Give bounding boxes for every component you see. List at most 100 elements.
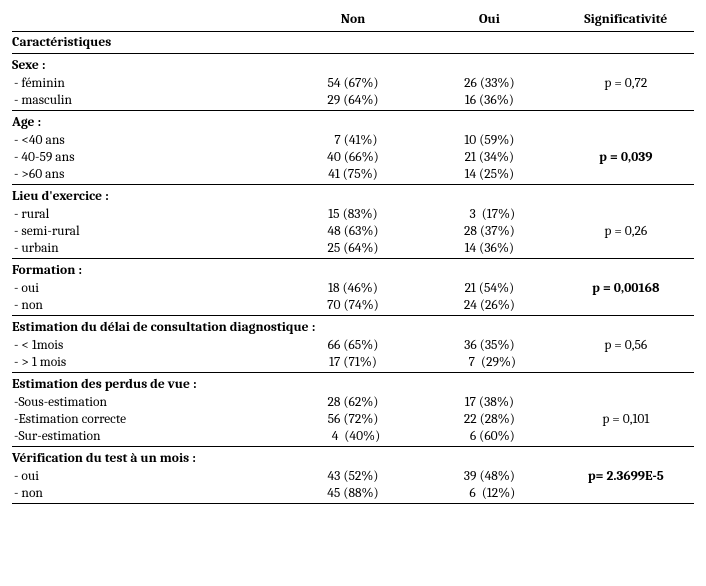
value-non: 4 (40%) [285,428,421,447]
section-title-row: Vérification du test à un mois : [12,447,694,469]
value-non: 29 (64%) [285,92,421,111]
row-label: - 40-59 ans [12,149,285,166]
value-non: 7 (41%) [285,132,421,149]
table-row: - >60 ans41 (75%)14 (25%) [12,166,694,185]
value-oui: 16 (36%) [421,92,557,111]
value-oui: 14 (25%) [421,166,557,185]
value-non: 18 (46%) [285,280,421,297]
section-title: Vérification du test à un mois : [12,447,694,469]
row-label: -Sur-estimation [12,428,285,447]
table-row: - < 1mois66 (65%)36 (35%)p = 0,56 [12,337,694,354]
value-oui: 21 (34%) [421,149,557,166]
section-title-row: Age : [12,111,694,133]
table-row: - oui18 (46%)21 (54%)p = 0,00168 [12,280,694,297]
header-oui: Oui [421,12,557,32]
characteristics-table: Non Oui Significativité Caractéristiques… [12,12,694,504]
value-non: 40 (66%) [285,149,421,166]
section-title: Estimation des perdus de vue : [12,373,694,395]
header-blank [12,12,285,32]
section-title: Lieu d'exercice : [12,185,694,207]
row-label: - <40 ans [12,132,285,149]
table-row: - 40-59 ans40 (66%)21 (34%)p = 0,039 [12,149,694,166]
section-title-row: Estimation des perdus de vue : [12,373,694,395]
significance-value [558,485,694,504]
section-title: Age : [12,111,694,133]
table-row: - non45 (88%) 6 (12%) [12,485,694,504]
table-row: -Sous-estimation28 (62%)17 (38%) [12,394,694,411]
value-oui: 6 (60%) [421,428,557,447]
value-oui: 3 (17%) [421,206,557,223]
value-oui: 10 (59%) [421,132,557,149]
row-label: - < 1mois [12,337,285,354]
significance-value [558,166,694,185]
section-title: Formation : [12,259,694,281]
significance-value: p = 0,00168 [558,280,694,297]
significance-value: p = 0,26 [558,223,694,240]
row-label: - oui [12,468,285,485]
row-label: - non [12,297,285,316]
table-row: - <40 ans 7 (41%)10 (59%) [12,132,694,149]
table-row: - urbain25 (64%)14 (36%) [12,240,694,259]
caracteristiques-label: Caractéristiques [12,32,694,54]
significance-value [558,297,694,316]
significance-value [558,354,694,373]
value-non: 48 (63%) [285,223,421,240]
value-oui: 24 (26%) [421,297,557,316]
value-oui: 26 (33%) [421,75,557,92]
significance-value: p = 0,101 [558,411,694,428]
value-oui: 14 (36%) [421,240,557,259]
value-oui: 28 (37%) [421,223,557,240]
value-oui: 22 (28%) [421,411,557,428]
table-header-row: Non Oui Significativité [12,12,694,32]
value-non: 17 (71%) [285,354,421,373]
significance-value [558,132,694,149]
row-label: - >60 ans [12,166,285,185]
section-title: Estimation du délai de consultation diag… [12,316,694,338]
section-title: Sexe : [12,54,694,76]
value-non: 45 (88%) [285,485,421,504]
row-label: - semi-rural [12,223,285,240]
table-row: - > 1 mois17 (71%) 7 (29%) [12,354,694,373]
value-non: 28 (62%) [285,394,421,411]
header-significativite: Significativité [558,12,694,32]
table-row: - féminin54 (67%)26 (33%)p = 0,72 [12,75,694,92]
table-row: - masculin29 (64%)16 (36%) [12,92,694,111]
value-oui: 39 (48%) [421,468,557,485]
row-label: - rural [12,206,285,223]
row-label: - non [12,485,285,504]
significance-value [558,394,694,411]
row-label: - urbain [12,240,285,259]
significance-value [558,428,694,447]
caracteristiques-row: Caractéristiques [12,32,694,54]
value-non: 43 (52%) [285,468,421,485]
section-title-row: Estimation du délai de consultation diag… [12,316,694,338]
significance-value: p = 0,56 [558,337,694,354]
section-title-row: Formation : [12,259,694,281]
table-row: -Sur-estimation 4 (40%) 6 (60%) [12,428,694,447]
significance-value: p = 0,039 [558,149,694,166]
table-row: - rural15 (83%) 3 (17%) [12,206,694,223]
value-non: 66 (65%) [285,337,421,354]
value-oui: 17 (38%) [421,394,557,411]
significance-value: p = 0,72 [558,75,694,92]
table-row: -Estimation correcte56 (72%)22 (28%)p = … [12,411,694,428]
value-non: 54 (67%) [285,75,421,92]
value-oui: 36 (35%) [421,337,557,354]
table-row: - semi-rural48 (63%)28 (37%)p = 0,26 [12,223,694,240]
value-non: 56 (72%) [285,411,421,428]
section-title-row: Sexe : [12,54,694,76]
significance-value: p= 2.3699E-5 [558,468,694,485]
significance-value [558,206,694,223]
row-label: -Sous-estimation [12,394,285,411]
header-non: Non [285,12,421,32]
value-non: 41 (75%) [285,166,421,185]
row-label: -Estimation correcte [12,411,285,428]
row-label: - > 1 mois [12,354,285,373]
value-oui: 21 (54%) [421,280,557,297]
value-non: 70 (74%) [285,297,421,316]
value-oui: 7 (29%) [421,354,557,373]
significance-value [558,240,694,259]
significance-value [558,92,694,111]
table-row: - oui43 (52%)39 (48%)p= 2.3699E-5 [12,468,694,485]
value-oui: 6 (12%) [421,485,557,504]
